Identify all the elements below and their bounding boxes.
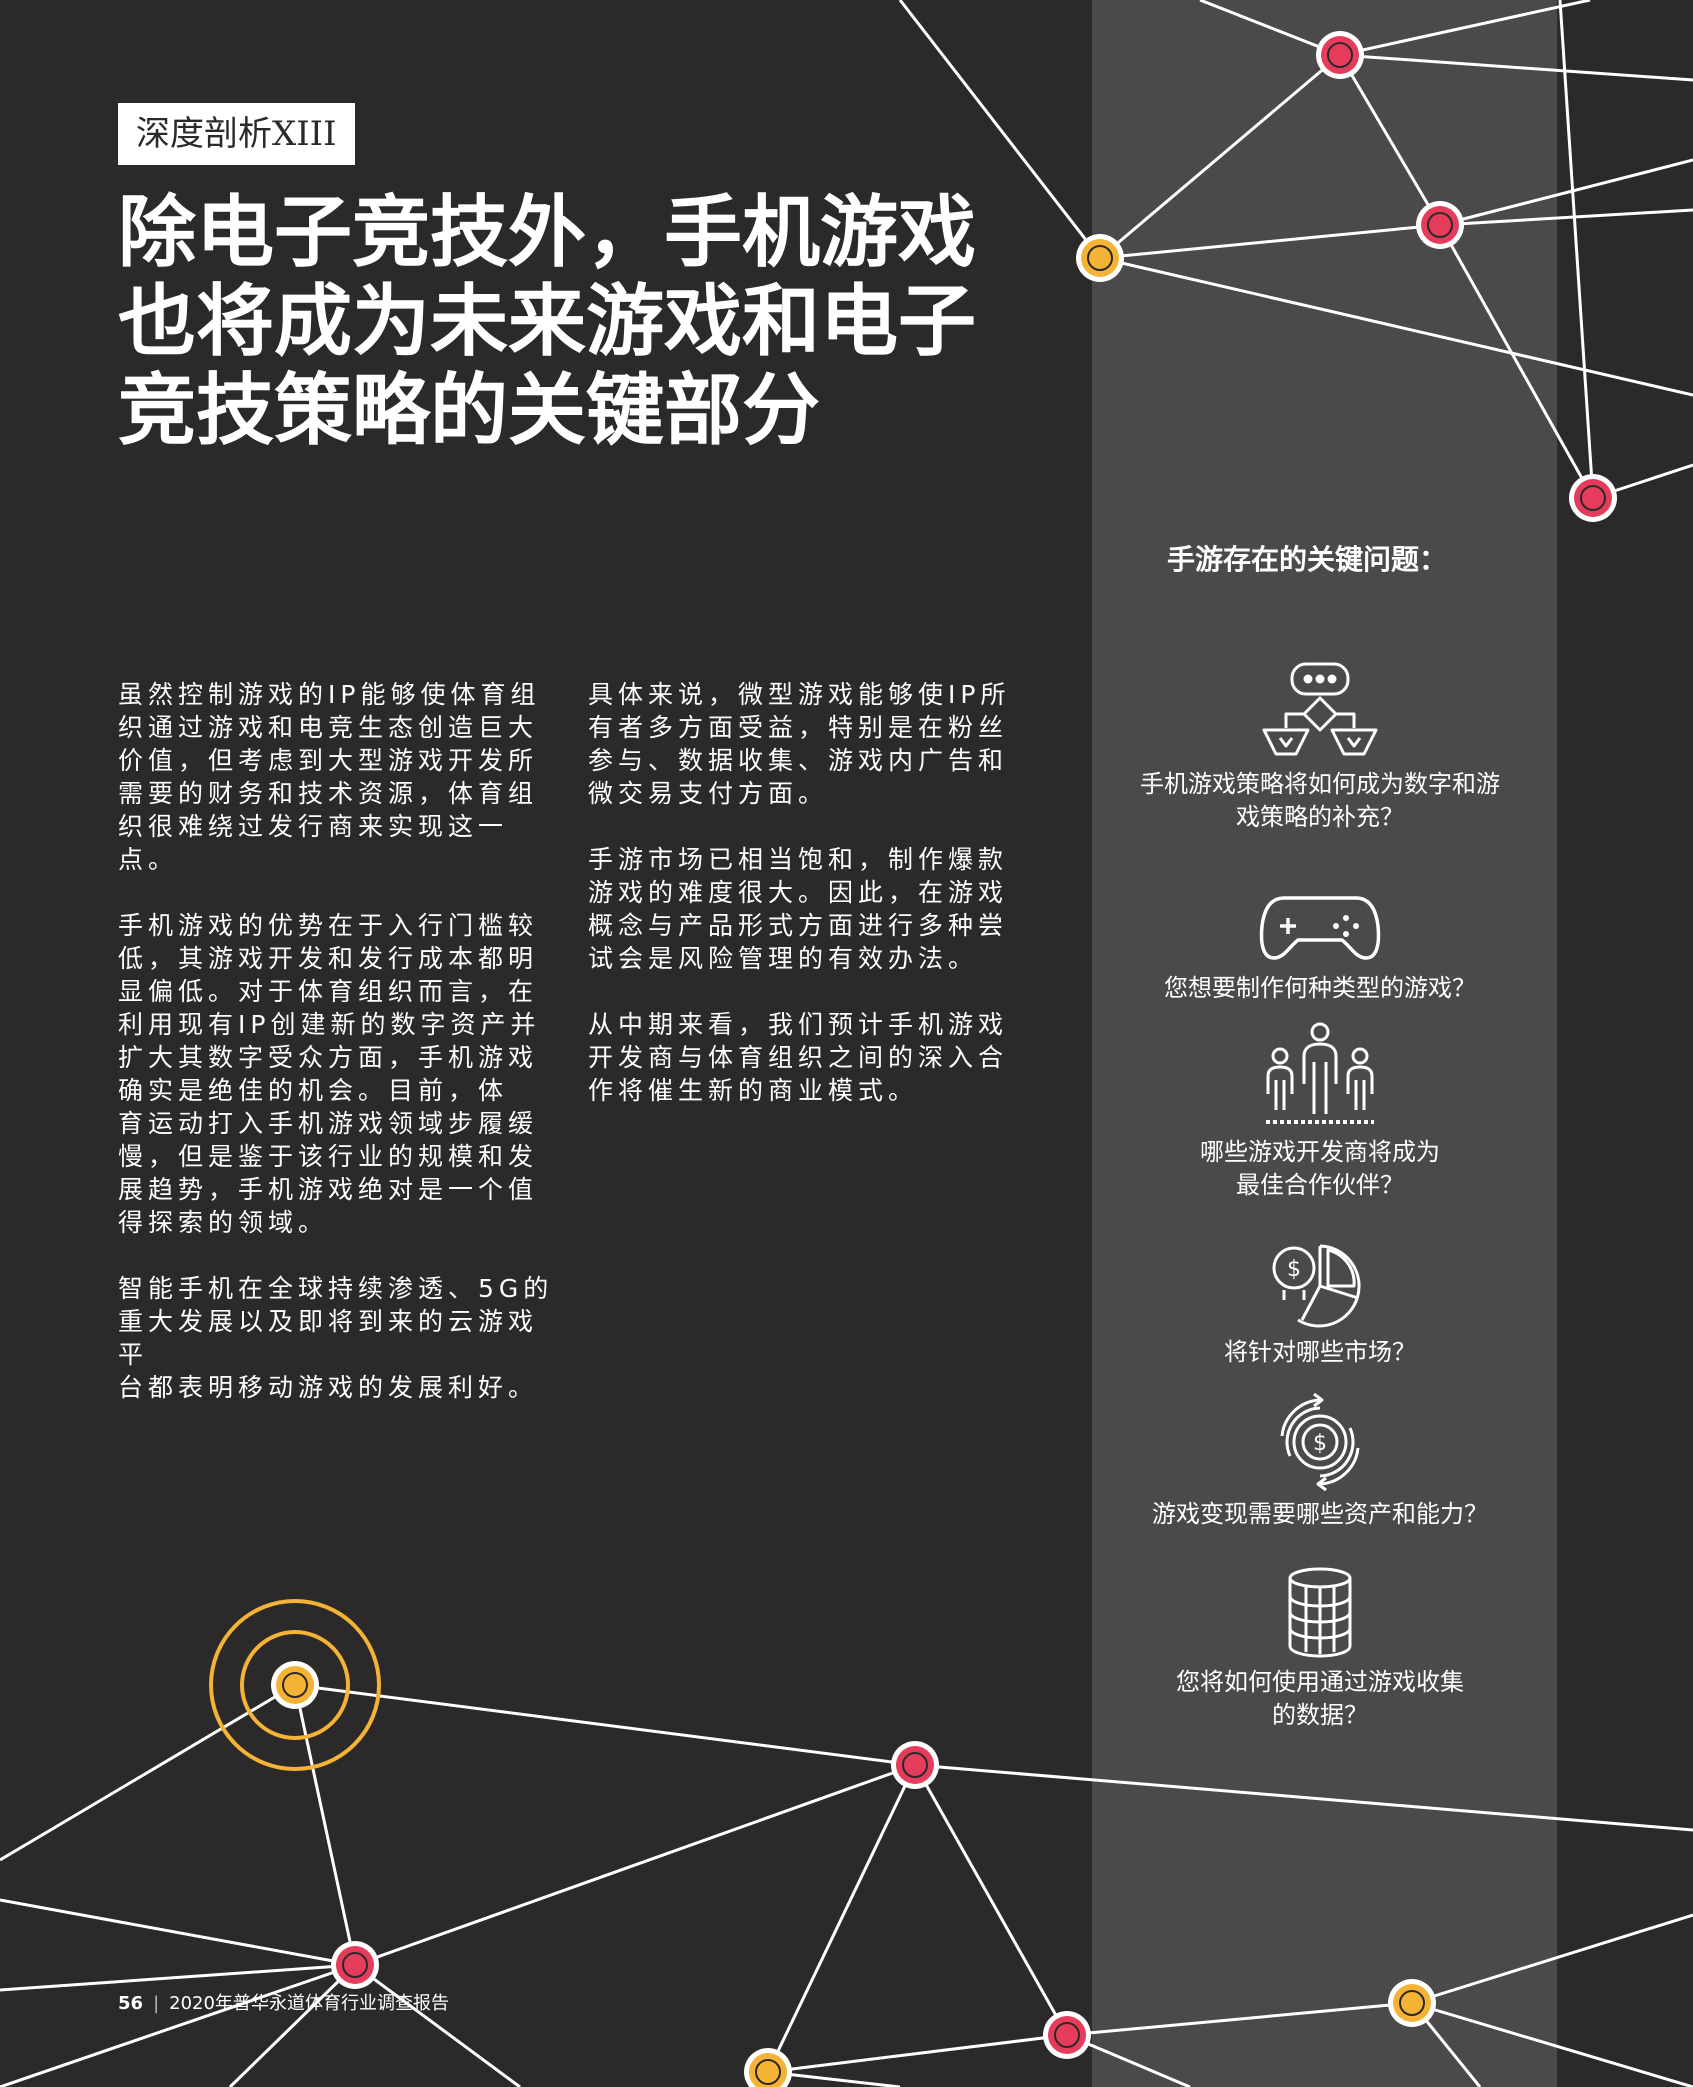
paragraph: 具体来说，微型游戏能够使IP所 有者多方面受益，特别是在粉丝 参与、数据收集、游戏内… — [588, 680, 1011, 808]
section-tag: 深度剖析XIII — [118, 103, 355, 165]
network-line — [1338, 54, 1442, 226]
signal-ring — [209, 1599, 381, 1771]
panel-title: 手游存在的关键问题： — [1166, 543, 1447, 576]
network-node-yellow — [1076, 234, 1124, 282]
network-line — [1439, 158, 1693, 227]
network-line — [354, 1763, 916, 1967]
issue-question: 您想要制作何种类型的游戏？ — [1164, 974, 1476, 1002]
page-title: 除电子竞技外，手机游戏 也将成为未来游戏和电子 竞技策略的关键部分 — [118, 188, 1018, 455]
network-line — [1199, 0, 1341, 57]
network-node-red — [891, 1741, 939, 1789]
issue-question: 将针对哪些市场？ — [1224, 1338, 1416, 1366]
paragraph: 虽然控制游戏的IP能够使体育组 织通过游戏和电竞生态创造巨大 价值，但考虑到大型游戏… — [118, 680, 541, 874]
issue-question: 手机游戏策略将如何成为数字和游 戏策略的补充？ — [1140, 770, 1500, 831]
network-line — [1339, 0, 1591, 57]
issue-item-strategy: 手机游戏策略将如何成为数字和游 戏策略的补充？ — [1112, 658, 1528, 834]
network-node-red — [1043, 2011, 1091, 2059]
network-line — [766, 1764, 917, 2073]
issue-item-monetization: $ 游戏变现需要哪些资产和能力？ — [1112, 1392, 1528, 1531]
network-line — [898, 0, 1102, 259]
footer-separator: | — [153, 1993, 160, 2014]
network-node-red — [1316, 31, 1364, 79]
network-line — [0, 1963, 356, 1992]
title-line-2: 也将成为未来游戏和电子 — [118, 276, 977, 367]
report-title: 2020年普华永道体育行业调查报告 — [169, 1993, 449, 2014]
title-line-1: 除电子竞技外，手机游戏 — [118, 187, 977, 278]
network-node-red — [331, 1941, 379, 1989]
network-line — [1411, 2001, 1693, 2087]
network-node-yellow — [1388, 1979, 1436, 2027]
network-line — [913, 1764, 1069, 2036]
network-line — [294, 1683, 916, 1767]
network-node-yellow — [271, 1661, 319, 1709]
network-line — [1099, 256, 1693, 397]
network-line — [293, 1684, 357, 1966]
network-line — [1066, 2001, 1413, 2037]
network-line — [767, 2033, 1068, 2074]
network-node-red — [1416, 201, 1464, 249]
network-line — [228, 1963, 357, 2087]
network-line — [0, 1683, 296, 1862]
signal-ring — [240, 1630, 350, 1740]
paragraph: 手机游戏的优势在于入行门槛较 低，其游戏开发和发行成本都明 显偏低。对于体育组织而言… — [118, 911, 541, 1237]
network-line — [0, 1898, 356, 1967]
network-line — [354, 1963, 521, 2087]
issue-question: 哪些游戏开发商将成为 最佳合作伙伴？ — [1200, 1138, 1440, 1199]
network-line — [914, 1763, 1693, 1832]
title-line-3: 竞技策略的关键部分 — [118, 365, 821, 456]
body-column-right: 具体来说，微型游戏能够使IP所 有者多方面受益，特别是在粉丝 参与、数据收集、游戏内… — [588, 678, 1024, 1140]
issue-item-data: 您将如何使用通过游戏收集 的数据？ — [1112, 1566, 1528, 1732]
market-pie-icon: $ — [1272, 1244, 1361, 1328]
network-line — [1411, 1913, 1693, 2005]
network-line — [0, 1963, 356, 2087]
network-node-red — [1569, 474, 1617, 522]
gamepad-icon — [1259, 896, 1381, 960]
issue-item-game-type: 您想要制作何种类型的游戏？ — [1112, 890, 1528, 1005]
network-line — [1439, 208, 1693, 227]
network-line — [1099, 53, 1341, 260]
body-column-left: 虽然控制游戏的IP能够使体育组 织通过游戏和电竞生态创造巨大 价值，但考虑到大型游戏… — [118, 678, 554, 1437]
svg-text:$: $ — [1287, 1257, 1301, 1282]
issue-item-partners: 哪些游戏开发商将成为 最佳合作伙伴？ — [1112, 1022, 1528, 1202]
network-node-yellow — [744, 2048, 792, 2087]
page-number: 56 — [118, 1993, 144, 2014]
page-footer: 56 | 2020年普华永道体育行业调查报告 — [118, 1992, 449, 2016]
paragraph: 从中期来看，我们预计手机游戏 开发商与体育组织之间的深入合 作将催生新的商业模式。 — [588, 1010, 1009, 1105]
svg-text:$: $ — [1313, 1431, 1327, 1456]
network-line — [1558, 0, 1595, 499]
network-line — [1438, 224, 1595, 499]
database-icon — [1288, 1567, 1352, 1658]
paragraph: 手游市场已相当饱和，制作爆款 游戏的难度很大。因此，在游戏 概念与产品形式方面进行多… — [588, 845, 1009, 973]
issue-item-markets: $ 将针对哪些市场？ — [1112, 1242, 1528, 1369]
people-group-icon — [1266, 1022, 1374, 1124]
network-line — [1099, 223, 1441, 260]
issue-question: 您将如何使用通过游戏收集 的数据？ — [1176, 1668, 1464, 1729]
network-line — [1339, 53, 1693, 82]
monetization-cycle-icon: $ — [1280, 1392, 1360, 1492]
paragraph: 智能手机在全球持续渗透、5G的 重大发展以及即将到来的云游戏平 台都表明移动游戏的发… — [118, 1274, 554, 1402]
strategy-flow-icon — [1262, 662, 1378, 756]
issue-question: 游戏变现需要哪些资产和能力？ — [1152, 1500, 1488, 1528]
